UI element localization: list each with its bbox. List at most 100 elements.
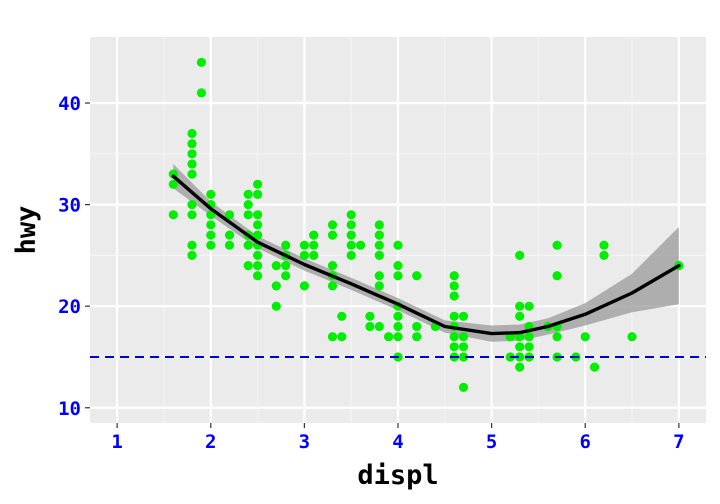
data-point [187, 250, 197, 260]
data-point [168, 210, 178, 220]
data-point [309, 250, 319, 260]
data-point [412, 271, 422, 281]
data-point [515, 362, 525, 372]
data-point [627, 332, 637, 342]
confidence-ribbon [173, 164, 679, 342]
x-axis-title: displ [357, 460, 438, 491]
data-point [374, 321, 384, 332]
x-tick-label: 1 [111, 431, 122, 453]
data-point [187, 240, 197, 250]
data-point [327, 230, 338, 240]
data-point [187, 159, 197, 169]
x-tick-label: 5 [486, 431, 497, 453]
data-point [590, 362, 600, 372]
data-point [206, 220, 216, 230]
data-point [374, 250, 384, 260]
data-point [412, 321, 422, 332]
smooth-line-layer [171, 174, 681, 336]
data-point [243, 240, 253, 250]
data-point [374, 230, 384, 240]
data-point [168, 179, 178, 189]
data-point [346, 230, 356, 240]
data-point [412, 332, 422, 342]
x-tick-label: 3 [299, 431, 310, 453]
data-point [187, 139, 197, 149]
data-point [580, 332, 590, 342]
y-tick-label: 10 [58, 398, 81, 420]
data-point [449, 271, 459, 281]
data-point [253, 189, 263, 199]
data-point [206, 230, 216, 240]
smooth-line [171, 174, 681, 336]
data-point [449, 311, 459, 321]
data-point [599, 240, 609, 250]
data-point [393, 271, 403, 281]
data-point [327, 220, 338, 230]
data-point [253, 271, 263, 281]
data-point [365, 311, 375, 321]
data-point [599, 250, 609, 260]
data-point [224, 210, 235, 220]
data-point [187, 149, 197, 159]
data-point [309, 230, 319, 240]
data-point [524, 332, 534, 342]
data-point [515, 311, 525, 321]
data-point [524, 301, 534, 311]
data-point [458, 352, 469, 362]
data-point [309, 240, 319, 250]
tick-labels: 1 2 3 4 5 6 7 10 20 30 40 [58, 93, 684, 453]
data-point [393, 332, 403, 342]
data-point [374, 220, 384, 230]
data-point [253, 250, 263, 260]
x-tick-label: 7 [673, 431, 684, 453]
data-point [224, 240, 235, 250]
data-point [346, 210, 356, 220]
data-point [393, 311, 403, 321]
data-point [515, 352, 525, 362]
y-tick-label: 30 [58, 195, 81, 217]
data-point [374, 271, 384, 281]
data-point [327, 332, 338, 342]
data-point [299, 281, 309, 291]
data-point [299, 250, 309, 260]
data-point [253, 261, 263, 271]
data-point [243, 189, 253, 199]
axis-ticks [85, 102, 680, 428]
data-point [524, 342, 534, 352]
data-point [374, 281, 384, 291]
data-point [299, 240, 309, 250]
data-point [346, 220, 356, 230]
data-point [515, 301, 525, 311]
data-point [552, 240, 562, 250]
data-point [552, 332, 562, 342]
data-point [356, 240, 366, 250]
x-tick-label: 2 [205, 431, 216, 453]
data-point [393, 261, 403, 271]
data-point [552, 271, 562, 281]
data-point [327, 261, 338, 271]
y-tick-label: 20 [58, 296, 81, 318]
data-point [449, 291, 459, 301]
data-point [187, 128, 197, 139]
data-point [187, 200, 197, 210]
data-point [206, 240, 216, 250]
data-point [253, 179, 263, 189]
data-point [271, 281, 281, 291]
data-point [393, 240, 403, 250]
data-point [243, 200, 253, 210]
data-point [187, 169, 197, 179]
data-point [206, 189, 216, 199]
data-point [206, 210, 216, 220]
data-point [449, 342, 459, 352]
data-point [281, 261, 291, 271]
data-point [458, 382, 469, 392]
data-point [187, 210, 197, 220]
y-axis-title: hwy [11, 206, 42, 255]
x-tick-label: 4 [392, 431, 403, 453]
data-point [458, 332, 469, 342]
data-point [393, 321, 403, 332]
data-point [458, 342, 469, 352]
data-point [243, 210, 253, 220]
